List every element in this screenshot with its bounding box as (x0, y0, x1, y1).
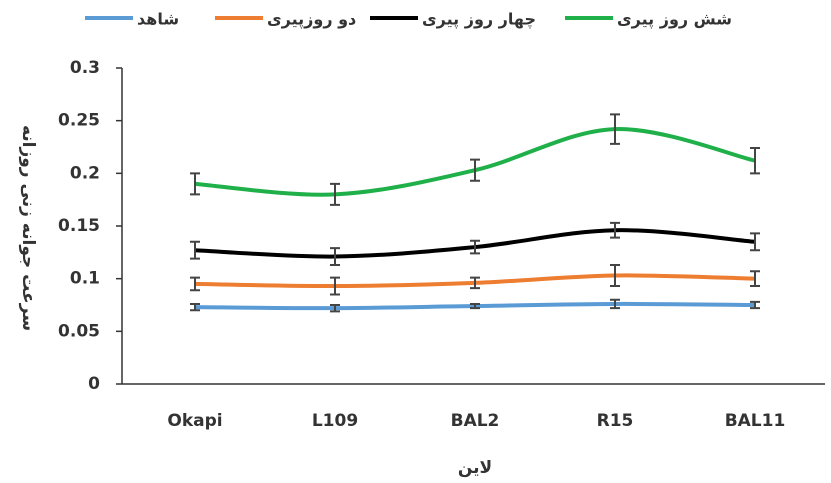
error-bar (190, 302, 200, 312)
error-bar (470, 302, 480, 310)
error-bar (190, 172, 200, 196)
x-tick-label: R15 (597, 411, 634, 431)
error-bar (750, 232, 760, 252)
error-bar (330, 182, 340, 206)
x-tick-label: Okapi (167, 411, 222, 431)
error-bar (750, 300, 760, 310)
legend-label: شش روز پیری (617, 10, 732, 30)
error-bar (750, 270, 760, 288)
y-tick-label: 0.25 (58, 111, 100, 131)
legend-label: چهار روز پیری (422, 10, 536, 30)
x-axis-title: لاین (458, 458, 492, 478)
error-bar (610, 221, 620, 239)
legend-label: دو روزپیری (267, 10, 356, 30)
x-tick-label: BAL11 (725, 411, 786, 431)
error-bar (610, 113, 620, 145)
error-bar (470, 276, 480, 290)
error-bar (470, 158, 480, 182)
y-tick-label: 0.2 (70, 163, 100, 183)
x-tick-label: L109 (312, 411, 358, 431)
x-tick-label: BAL2 (451, 411, 500, 431)
y-tick-label: 0.3 (70, 58, 100, 78)
error-bar (190, 276, 200, 292)
error-bar (190, 240, 200, 260)
error-bar (610, 298, 620, 310)
y-tick-label: 0.15 (58, 216, 100, 236)
legend-label: شاهد (137, 10, 179, 29)
y-tick-label: 0 (88, 374, 100, 394)
error-bar (330, 247, 340, 266)
error-bar (330, 304, 340, 313)
error-bar (330, 276, 340, 296)
error-bar (610, 263, 620, 288)
y-axis-title: سرعت جوانه زنی روزانه (18, 125, 38, 331)
error-bar (470, 239, 480, 255)
y-tick-label: 0.05 (58, 321, 100, 341)
error-bar (750, 147, 760, 175)
y-tick-label: 0.1 (70, 269, 100, 289)
